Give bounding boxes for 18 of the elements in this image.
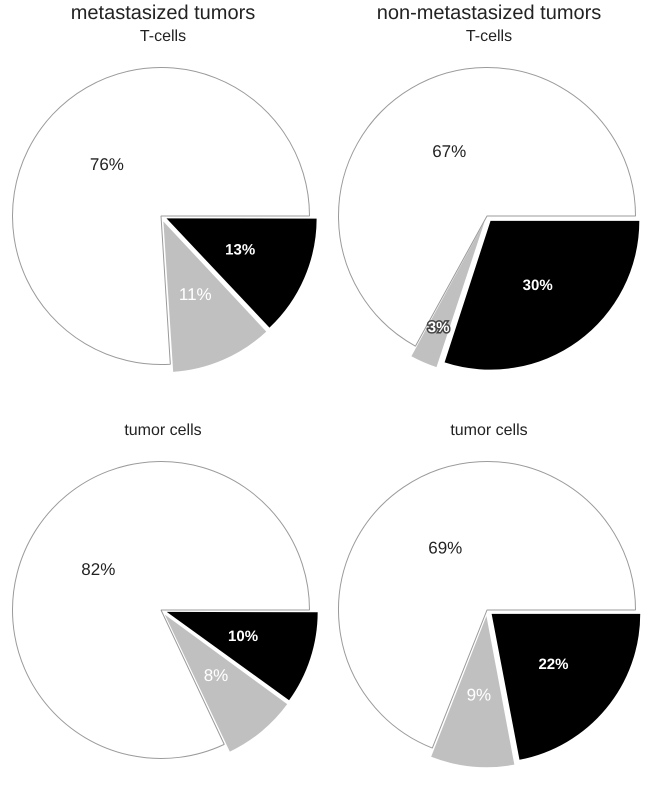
data-label: 82% — [81, 560, 116, 579]
data-label: 22% — [538, 656, 568, 674]
chart-subtitle: tumor cells — [123, 421, 203, 441]
data-label: 10% — [228, 628, 258, 645]
data-label: 76% — [90, 154, 124, 174]
data-label: 69% — [428, 538, 462, 558]
data-label: 30% — [522, 276, 553, 294]
data-label: 3% — [428, 318, 450, 336]
chart-title: non-metastasized tumors — [376, 1, 602, 26]
data-label: 8% — [204, 666, 228, 686]
chart-subtitle: tumor cells — [449, 421, 529, 441]
chart-subtitle: T-cells — [138, 27, 188, 47]
data-label: 13% — [225, 241, 256, 258]
chart-title: metastasized tumors — [70, 1, 256, 26]
data-label: 67% — [432, 142, 466, 161]
chart-subtitle: T-cells — [464, 27, 514, 47]
data-label: 11% — [178, 284, 212, 304]
data-label: 9% — [466, 686, 492, 705]
